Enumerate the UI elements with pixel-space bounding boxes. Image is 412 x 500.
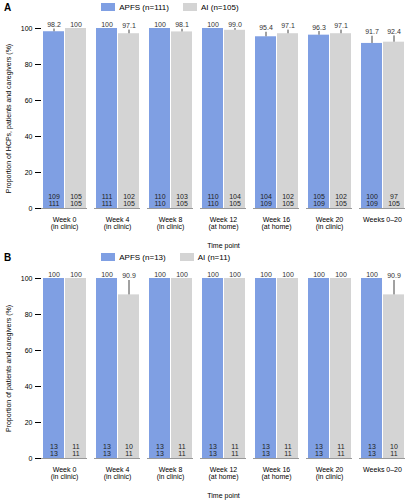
html-text:A: A [4,1,12,13]
svg-text:Proportion of HCPs, patients a: Proportion of HCPs, patients and caregiv… [5,44,13,193]
svg-text:100109: 100109 [366,193,378,207]
svg-text:1111: 1111 [178,443,185,457]
svg-text:0: 0 [29,455,33,462]
svg-text:1011: 1011 [390,443,398,457]
svg-text:Week 16(at home): Week 16(at home) [262,216,292,231]
svg-text:110110: 110110 [154,193,165,207]
svg-text:Week 8(in clinic): Week 8(in clinic) [157,216,185,231]
svg-text:1111: 1111 [337,443,344,457]
svg-text:100: 100 [21,25,33,32]
svg-text:100: 100 [229,271,241,278]
svg-text:Week 0(in clinic): Week 0(in clinic) [51,216,79,231]
svg-text:1313: 1313 [209,443,217,457]
svg-text:Week 4(in clinic): Week 4(in clinic) [104,466,132,481]
svg-text:Week 0(in clinic): Week 0(in clinic) [51,466,79,481]
svg-text:100: 100 [101,271,113,278]
svg-text:100: 100 [48,271,60,278]
svg-text:Week 20(in clinic): Week 20(in clinic) [316,216,344,231]
svg-text:91.7: 91.7 [365,28,379,35]
svg-text:Week 12(at home): Week 12(at home) [209,466,239,481]
svg-text:1313: 1313 [315,443,323,457]
svg-text:98.2: 98.2 [47,21,61,28]
svg-text:Week 16(at home): Week 16(at home) [262,466,292,481]
svg-text:100: 100 [70,21,82,28]
svg-text:96.3: 96.3 [312,24,326,31]
svg-text:Weeks 0–20: Weeks 0–20 [363,216,402,223]
svg-text:1111: 1111 [72,443,79,457]
svg-text:1313: 1313 [156,443,164,457]
svg-text:Week 20(in clinic): Week 20(in clinic) [316,466,344,481]
svg-text:Time point: Time point [207,492,239,500]
html-text:AI (n=105): AI (n=105) [201,2,239,12]
svg-text:97.1: 97.1 [334,22,348,29]
svg-text:1011: 1011 [125,443,133,457]
svg-text:80: 80 [25,311,33,318]
svg-text:100: 100 [154,21,166,28]
svg-text:0: 0 [29,205,33,212]
svg-text:100: 100 [207,271,219,278]
svg-text:20: 20 [25,169,33,176]
svg-text:105109: 105109 [313,193,325,207]
svg-text:100: 100 [21,275,33,282]
html-text:APFS (n=13): APFS (n=13) [119,252,166,262]
svg-text:111111: 111111 [102,193,113,207]
svg-text:104105: 104105 [229,193,241,207]
svg-text:95.4: 95.4 [259,24,273,31]
svg-text:1313: 1313 [262,443,270,457]
svg-text:102105: 102105 [335,193,347,207]
svg-text:90.9: 90.9 [387,272,401,279]
html-text:B: B [4,251,12,263]
svg-text:Week 8(in clinic): Week 8(in clinic) [157,466,185,481]
svg-text:98.1: 98.1 [175,21,189,28]
svg-text:104109: 104109 [260,193,272,207]
html-text:AI (n=11): AI (n=11) [197,252,231,262]
svg-text:90.9: 90.9 [122,272,136,279]
svg-text:105105: 105105 [70,193,82,207]
svg-text:40: 40 [25,133,33,140]
svg-text:100: 100 [101,21,113,28]
svg-text:110110: 110110 [207,193,218,207]
svg-text:109111: 109111 [48,193,60,207]
svg-text:100: 100 [335,271,347,278]
svg-text:100: 100 [154,271,166,278]
svg-text:Weeks 0–20: Weeks 0–20 [363,466,402,473]
svg-text:97105: 97105 [388,193,400,207]
svg-text:Time point: Time point [207,242,239,250]
svg-text:100: 100 [313,271,325,278]
svg-text:92.4: 92.4 [387,28,401,35]
svg-text:1313: 1313 [103,443,111,457]
svg-text:Week 12(at home): Week 12(at home) [209,216,239,231]
svg-text:80: 80 [25,61,33,68]
svg-text:20: 20 [25,419,33,426]
svg-text:Week 4(in clinic): Week 4(in clinic) [104,216,132,231]
svg-text:1313: 1313 [50,443,58,457]
svg-text:102105: 102105 [123,193,135,207]
svg-text:103105: 103105 [176,193,188,207]
svg-text:100: 100 [366,271,378,278]
svg-text:1111: 1111 [284,443,291,457]
html-text:APFS (n=111): APFS (n=111) [119,2,169,12]
svg-text:100: 100 [176,271,188,278]
svg-text:100: 100 [70,271,82,278]
svg-text:Proportion of patients and car: Proportion of patients and caregivers (%… [5,305,13,432]
svg-text:97.1: 97.1 [122,22,136,29]
svg-text:99.0: 99.0 [228,21,242,28]
svg-text:60: 60 [25,347,33,354]
svg-text:102105: 102105 [282,193,294,207]
svg-text:100: 100 [260,271,272,278]
svg-text:100: 100 [282,271,294,278]
svg-text:1111: 1111 [231,443,238,457]
svg-text:60: 60 [25,97,33,104]
svg-text:1313: 1313 [368,443,376,457]
svg-text:40: 40 [25,383,33,390]
svg-text:97.1: 97.1 [281,22,295,29]
svg-text:100: 100 [207,21,219,28]
